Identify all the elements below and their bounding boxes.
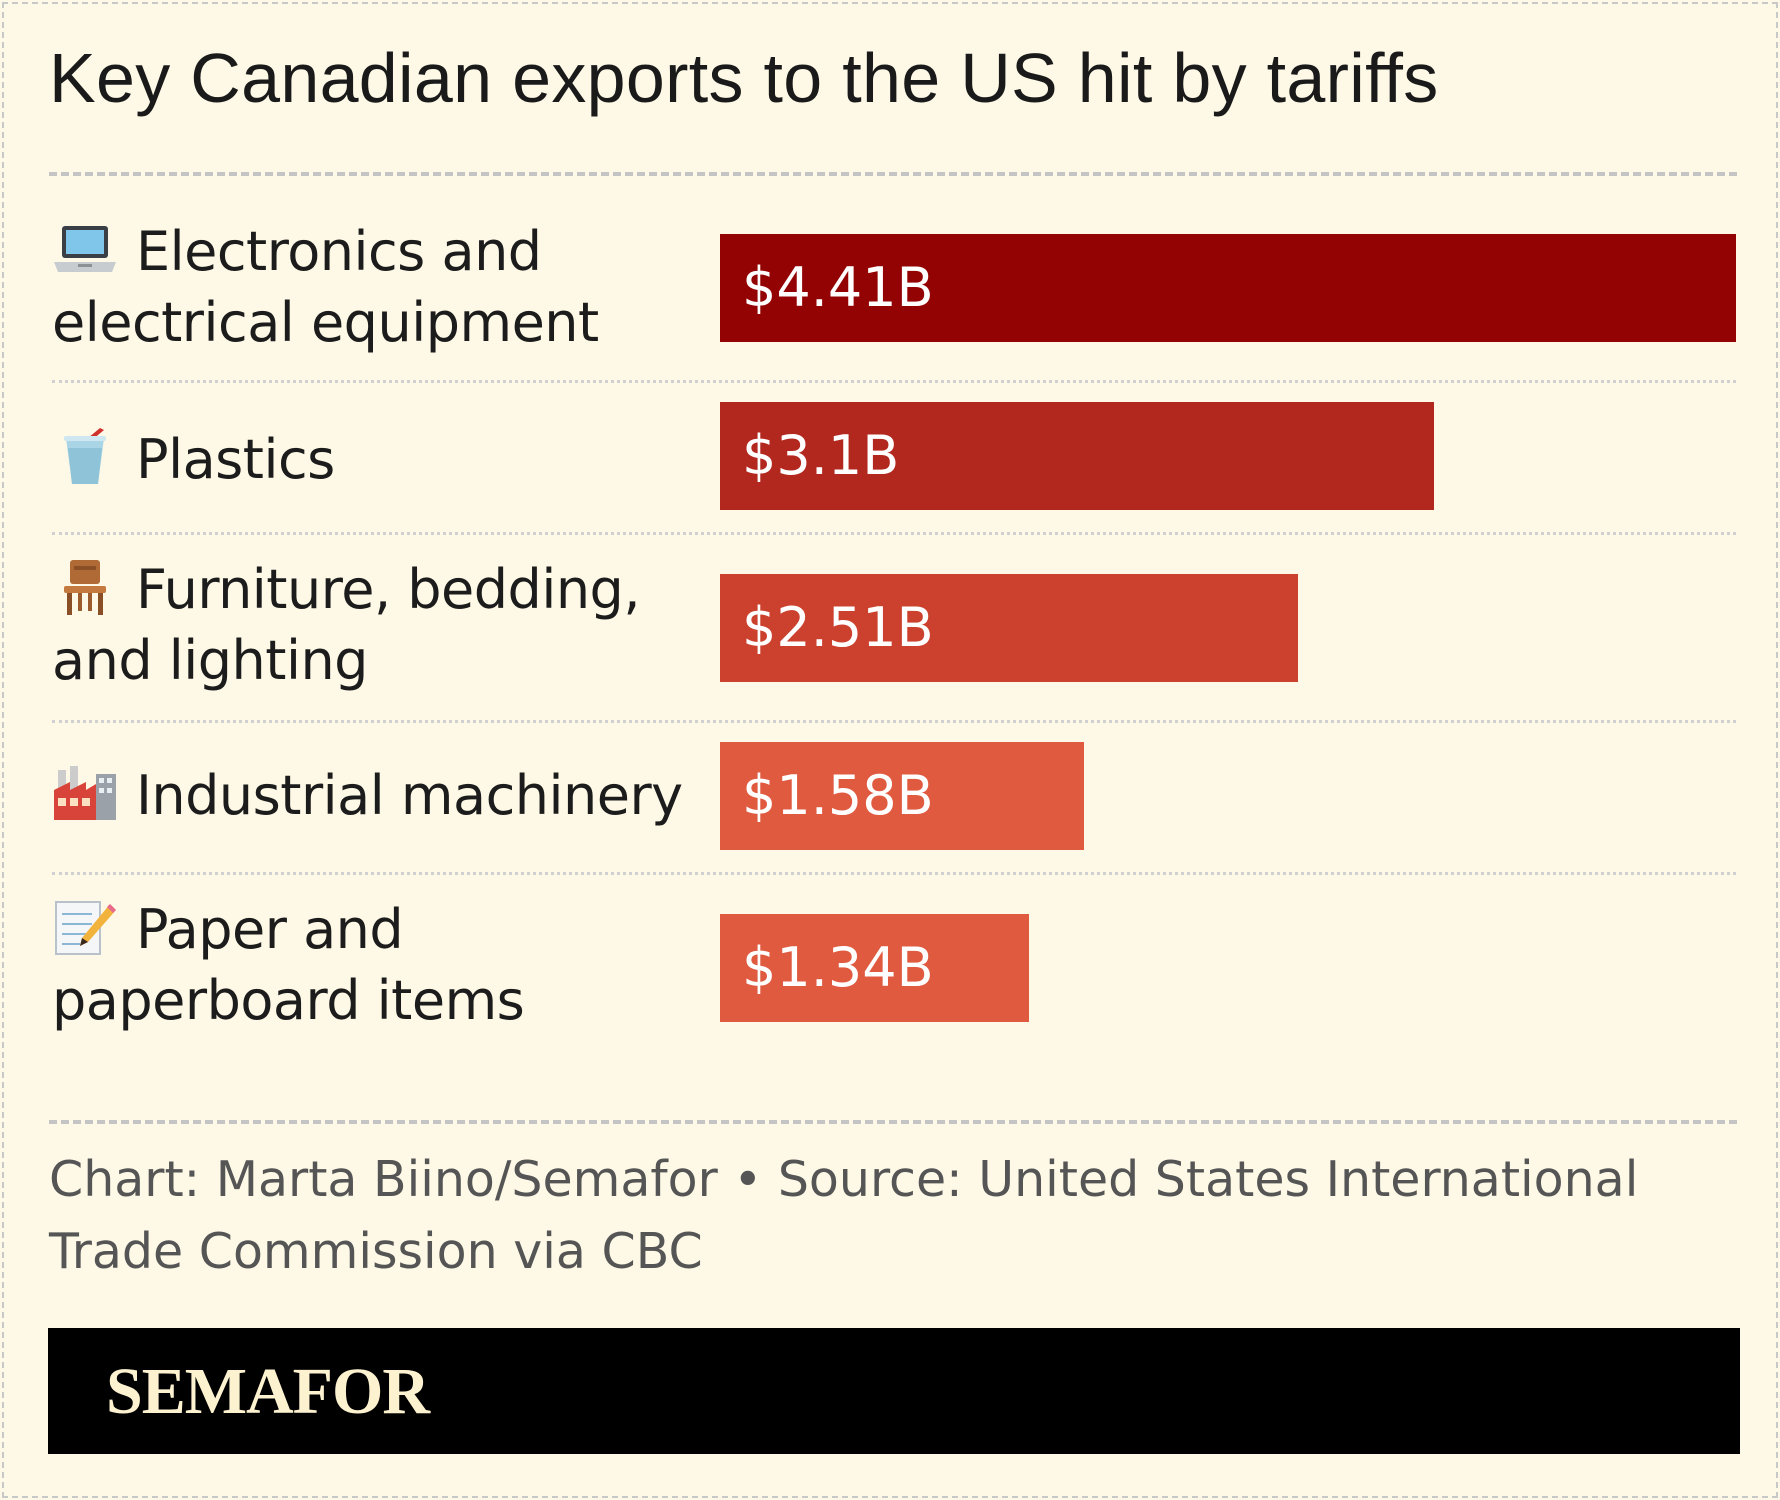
category-label: Furniture, bedding, and lighting: [52, 554, 692, 696]
bar: [720, 402, 1434, 510]
bar: [720, 234, 1736, 342]
category-text: Paper and paperboard items: [52, 898, 525, 1032]
row-separator: [52, 720, 1736, 723]
footer-bar: SEMAFOR: [48, 1328, 1740, 1454]
category-label: Electronics and electrical equipment: [52, 216, 692, 358]
laptop-icon: [52, 220, 118, 278]
category-text: Furniture, bedding, and lighting: [52, 558, 641, 692]
bar: [720, 914, 1029, 1022]
memo-icon: [52, 898, 118, 956]
category-label: Plastics: [52, 424, 692, 495]
bar-value-label: $4.41B: [742, 256, 934, 319]
bar-value-label: $3.1B: [742, 424, 900, 487]
bar-value-label: $1.34B: [742, 936, 934, 999]
bar: [720, 574, 1298, 682]
bar: [720, 742, 1084, 850]
bar-value-label: $1.58B: [742, 764, 934, 827]
category-text: Industrial machinery: [136, 764, 683, 827]
source-note: Chart: Marta Biino/Semafor • Source: Uni…: [49, 1151, 1639, 1280]
chair-icon: [52, 558, 118, 616]
category-text: Plastics: [136, 428, 335, 491]
factory-icon: [52, 764, 118, 822]
category-label: Paper and paperboard items: [52, 894, 692, 1036]
chart-title: Key Canadian exports to the US hit by ta…: [49, 39, 1439, 117]
row-separator: [52, 872, 1736, 875]
bar-value-label: $2.51B: [742, 596, 934, 659]
cup-with-straw-icon: [52, 428, 118, 486]
category-label: Industrial machinery: [52, 760, 692, 831]
semafor-logo: SEMAFOR: [106, 1355, 430, 1428]
row-separator: [52, 532, 1736, 535]
row-separator: [52, 380, 1736, 383]
bottom-divider: [49, 1120, 1737, 1124]
category-text: Electronics and electrical equipment: [52, 220, 599, 354]
top-divider: [49, 172, 1737, 176]
